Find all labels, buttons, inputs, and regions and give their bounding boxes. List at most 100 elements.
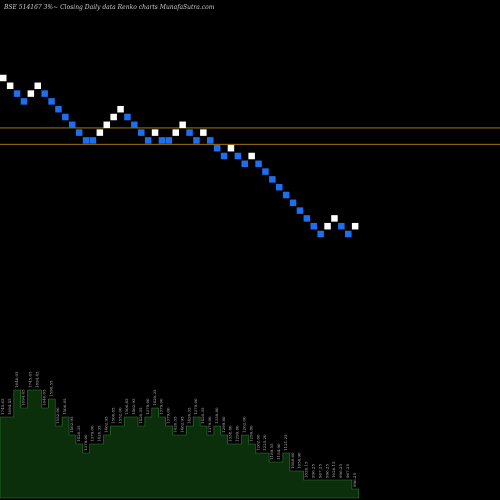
volume-label: 1299.80 xyxy=(248,425,253,442)
renko-brick-down xyxy=(317,230,324,238)
volume-label: 1420.35 xyxy=(138,407,143,424)
renko-brick-down xyxy=(338,222,345,230)
renko-brick-down xyxy=(255,160,262,168)
volume-label: 1056.90 xyxy=(297,452,302,469)
volume-area xyxy=(0,389,360,499)
renko-brick-down xyxy=(89,137,97,144)
renko-brick-down xyxy=(82,137,90,144)
renko-brick-down xyxy=(69,121,76,129)
volume-label: 1338.80 xyxy=(214,407,219,424)
renko-brick-down xyxy=(345,230,352,238)
volume-label: 1225.20 xyxy=(262,434,267,451)
volume-label: 1462.95 xyxy=(179,416,184,433)
renko-brick-up xyxy=(248,152,255,160)
renko-brick-up xyxy=(179,121,186,129)
renko-brick-down xyxy=(193,137,200,144)
volume-label: 1552.00 xyxy=(55,407,60,424)
volume-label: 1745.65 xyxy=(0,398,5,415)
renko-brick-up xyxy=(6,82,14,90)
volume-label: 1088.60 xyxy=(290,452,295,469)
renko-brick-down xyxy=(276,183,283,191)
volume-label: 1694.45 xyxy=(35,371,40,388)
volume-label: 996.25 xyxy=(338,464,343,478)
volume-label: 1189.55 xyxy=(269,443,274,460)
volume-label: 1379.00 xyxy=(90,425,95,442)
renko-brick-up xyxy=(227,144,235,152)
renko-brick-up xyxy=(27,90,35,97)
renko-brick-up xyxy=(324,222,331,230)
volume-label: 1462.95 xyxy=(131,398,136,415)
renko-brick-up xyxy=(96,129,104,136)
volume-label: 1154.90 xyxy=(276,443,281,460)
volume-label: 1646.05 xyxy=(14,371,19,388)
renko-brick-down xyxy=(282,191,290,199)
renko-brick-down xyxy=(75,129,83,136)
volume-label: 1420.35 xyxy=(97,425,102,442)
renko-brick-down xyxy=(207,137,214,144)
volume-label: 1506.85 xyxy=(62,398,67,415)
renko-brick-down xyxy=(158,137,166,144)
renko-brick-down xyxy=(124,113,131,121)
renko-brick-up xyxy=(151,129,159,136)
renko-brick-down xyxy=(262,168,269,175)
volume-label: 1379.00 xyxy=(166,407,171,424)
renko-brick-down xyxy=(144,137,152,144)
renko-brick-up xyxy=(331,215,338,222)
volume-label: 1379.00 xyxy=(193,398,198,415)
volume-label: 996.25 xyxy=(311,464,316,478)
renko-brick-up xyxy=(103,121,110,129)
volume-label: 1420.35 xyxy=(76,425,81,442)
volume-label: 1420.35 xyxy=(173,416,178,433)
renko-brick-up xyxy=(172,129,179,136)
volume-label: 1646.05 xyxy=(41,389,46,406)
volume-label: 1299.80 xyxy=(235,425,240,442)
renko-brick-up xyxy=(110,113,117,121)
volume-label: 1026.15 xyxy=(331,461,336,478)
volume-label: 1262.00 xyxy=(242,416,247,433)
volume-label: 1379.00 xyxy=(159,398,164,415)
renko-brick-down xyxy=(296,207,304,214)
volume-label: 1745.65 xyxy=(28,371,33,388)
volume-label: 1379.00 xyxy=(145,398,150,415)
renko-brick-down xyxy=(289,199,297,207)
renko-brick-down xyxy=(13,90,21,97)
volume-label: 1506.85 xyxy=(124,398,129,415)
renko-brick-down xyxy=(220,152,228,160)
volume-label: 1462.95 xyxy=(69,416,74,433)
volume-label: 1462.95 xyxy=(104,416,109,433)
volume-label: 996.25 xyxy=(324,464,329,478)
renko-brick-up xyxy=(117,105,124,113)
renko-brick-down xyxy=(20,98,28,105)
volume-label: 967.25 xyxy=(345,464,350,478)
renko-brick-up xyxy=(0,74,7,82)
renko-brick-down xyxy=(303,215,311,222)
volume-label: 1598.55 xyxy=(48,380,53,397)
volume-label: 1694.45 xyxy=(7,398,12,415)
renko-bricks xyxy=(0,74,359,238)
volume-label: 1026.15 xyxy=(304,461,309,478)
reference-lines xyxy=(0,127,500,145)
renko-brick-down xyxy=(138,129,145,136)
chart-title: BSE 514167 3%~ Closing Daily data Renko … xyxy=(3,4,215,11)
renko-brick-down xyxy=(165,137,173,144)
renko-brick-up xyxy=(34,82,41,90)
renko-brick-down xyxy=(131,121,138,129)
volume-label: 1338.80 xyxy=(228,425,233,442)
renko-brick-down xyxy=(48,98,55,105)
renko-brick-down xyxy=(241,160,248,168)
renko-brick-down xyxy=(62,113,69,121)
renko-brick-down xyxy=(310,222,317,230)
renko-brick-down xyxy=(234,152,242,160)
renko-brick-down xyxy=(269,176,276,183)
volume-label: 1552.00 xyxy=(117,407,122,424)
volume-label: 1420.35 xyxy=(152,389,157,406)
volume-label: 1420.35 xyxy=(186,407,191,424)
volume-label: 1262.00 xyxy=(255,434,260,451)
volume-label: 1121.25 xyxy=(283,434,288,451)
volume-label: 1379.00 xyxy=(83,434,88,451)
volume-label: 1506.85 xyxy=(110,407,115,424)
renko-brick-down xyxy=(55,105,62,113)
